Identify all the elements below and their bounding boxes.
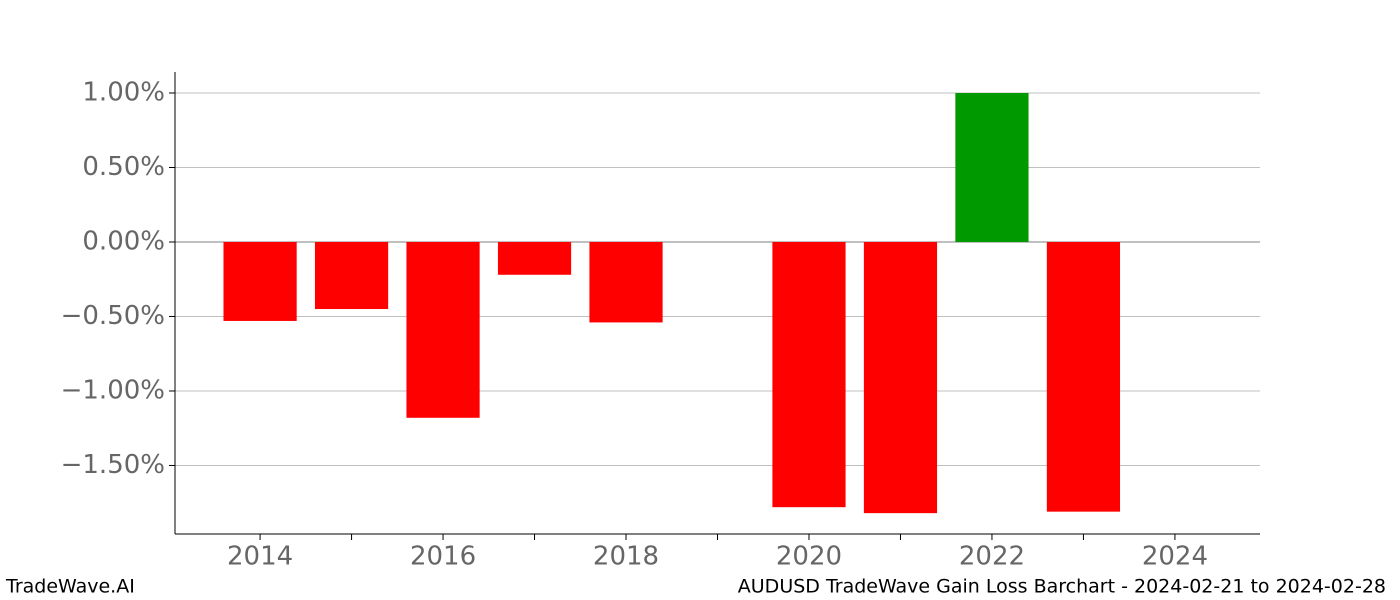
- bar: [314, 241, 389, 310]
- y-tick-label: 1.00%: [82, 78, 165, 108]
- y-tick-label: 0.50%: [82, 152, 165, 182]
- bar: [863, 241, 938, 514]
- bar: [1046, 241, 1121, 512]
- bar: [497, 241, 572, 275]
- bar: [955, 93, 1029, 242]
- x-tick-label: 2020: [776, 542, 842, 572]
- bar: [772, 241, 846, 508]
- y-tick-label: −1.00%: [61, 375, 165, 405]
- x-tick-label: 2016: [410, 542, 476, 572]
- bar: [223, 241, 297, 321]
- y-tick-label: 0.00%: [82, 226, 165, 256]
- brand: TradeWave.AI: [5, 576, 135, 598]
- y-tick-label: −1.50%: [61, 450, 165, 480]
- y-tick-label: −0.50%: [61, 301, 165, 331]
- x-tick-label: 2022: [959, 542, 1025, 572]
- x-tick-label: 2024: [1142, 542, 1208, 572]
- bar: [406, 241, 480, 418]
- bar: [589, 241, 663, 323]
- x-tick-label: 2014: [227, 542, 293, 572]
- chart-title: AUDUSD TradeWave Gain Loss Barchart - 20…: [738, 576, 1386, 598]
- x-tick-label: 2018: [593, 542, 659, 572]
